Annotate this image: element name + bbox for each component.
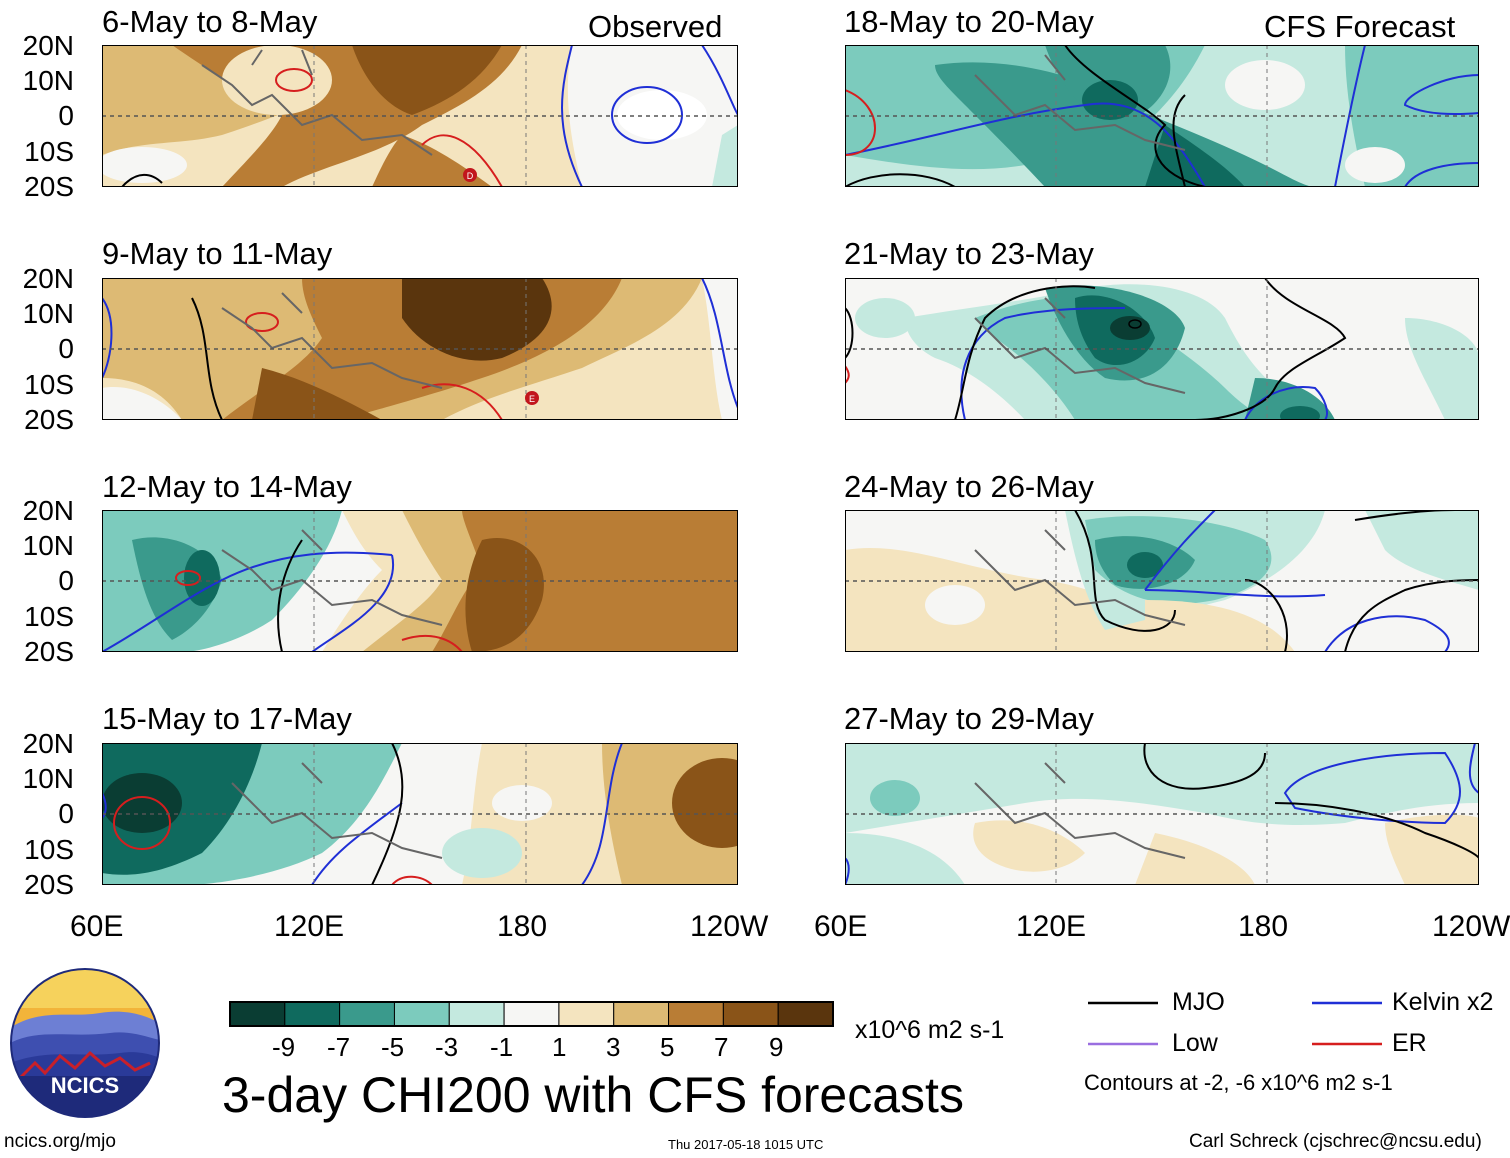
lat-label: 0 [58,565,74,596]
observed-panel-1-title: 6-May to 8-May [102,4,318,39]
colorbar-box [613,1001,670,1027]
lat-label: 0 [58,333,74,364]
logo-text: NCICS [51,1073,119,1098]
lat-label: 20N [22,263,74,294]
forecast-panel-4-map [845,743,1479,885]
lat-label: 20S [24,171,74,202]
lat-label: 10N [22,763,74,794]
colorbar-label: -7 [327,1032,351,1062]
lat-label: 20S [24,404,74,435]
lat-label: 10S [24,834,74,865]
lat-label: 10S [24,136,74,167]
storm-marker-e-icon [525,391,539,405]
forecast-panel-3-map [845,510,1479,652]
forecast-panel-2-map [845,278,1479,420]
legend-low-line [1088,1042,1158,1046]
legend-er-line [1312,1042,1382,1046]
forecast-panel-3-title: 24-May to 26-May [844,469,1094,504]
colorbar-units: x10^6 m2 s-1 [855,1016,1005,1044]
lon-label-forecast: 120E [1016,910,1087,943]
storm-marker-d-letter: D [467,171,474,181]
legend-kelvin-line [1312,1001,1382,1005]
lat-label: 20N [22,495,74,526]
lon-label-observed: 180 [497,910,548,943]
ncics-logo: NCICS [10,968,160,1118]
colorbar-label: -3 [435,1032,459,1062]
observed-panel-2-title: 9-May to 11-May [102,236,333,271]
lat-label: 0 [58,798,74,829]
colorbar-label: -5 [381,1032,405,1062]
colorbar-box [722,1001,779,1027]
legend-mjo-line [1088,1001,1158,1005]
colorbar-box [668,1001,724,1027]
colorbar-box [558,1001,615,1027]
footer-url[interactable]: ncics.org/mjo [4,1131,116,1152]
lat-label: 10S [24,601,74,632]
storm-marker-d-icon [463,168,477,182]
colorbar-box [777,1001,834,1027]
lon-label-observed: 120W [690,910,769,943]
colorbar-label: 5 [660,1032,675,1062]
lat-label: 20S [24,636,74,667]
colorbar-label: 1 [552,1032,567,1062]
storm-marker-e-letter: E [529,394,535,404]
lon-label-forecast: 180 [1238,910,1289,943]
colorbar-box [339,1001,395,1027]
colorbar-label: -9 [272,1032,296,1062]
lon-label-forecast: 120W [1432,910,1510,943]
observed-label: Observed [588,9,723,44]
lat-label: 20S [24,869,74,900]
footer-credit: Carl Schreck (cjschrec@ncsu.edu) [1189,1131,1482,1152]
forecast-panel-1-map [845,45,1479,187]
colorbar-label: 7 [714,1032,729,1062]
lat-label: 10N [22,298,74,329]
observed-panel-1-map: D [102,45,738,187]
forecast-panel-4-title: 27-May to 29-May [844,701,1094,736]
legend-er-label: ER [1392,1029,1427,1057]
colorbar-label: 3 [606,1032,621,1062]
footer-timestamp: Thu 2017-05-18 1015 UTC [668,1137,824,1152]
observed-panel-3-title: 12-May to 14-May [102,469,352,504]
lon-label-observed: 60E [70,910,124,943]
legend-contour-note: Contours at -2, -6 x10^6 m2 s-1 [1084,1070,1393,1095]
colorbar-label: -1 [490,1032,514,1062]
forecast-panel-1-title: 18-May to 20-May [844,4,1094,39]
observed-panel-2-map: E [102,278,738,420]
legend-kelvin-label: Kelvin x2 [1392,988,1494,1016]
lat-label: 10N [22,530,74,561]
forecast-label: CFS Forecast [1264,9,1456,44]
colorbar-box [393,1001,450,1027]
lat-label: 20N [22,728,74,759]
legend-low-label: Low [1172,1029,1218,1057]
observed-panel-3-map [102,510,738,652]
lat-label: 0 [58,100,74,131]
lon-label-observed: 120E [274,910,345,943]
colorbar-box [229,1001,286,1027]
legend-mjo-label: MJO [1172,988,1225,1016]
observed-panel-4-map [102,743,738,885]
colorbar-box [503,1001,560,1027]
lat-label: 10S [24,369,74,400]
colorbar-box [448,1001,505,1027]
colorbar [229,1001,834,1027]
lat-label: 20N [22,30,74,61]
figure-title: 3-day CHI200 with CFS forecasts [222,1067,964,1123]
forecast-panel-2-title: 21-May to 23-May [844,236,1094,271]
observed-panel-4-title: 15-May to 17-May [102,701,352,736]
lon-label-forecast: 60E [814,910,868,943]
colorbar-label: 9 [769,1032,784,1062]
lat-label: 10N [22,65,74,96]
colorbar-box [284,1001,341,1027]
